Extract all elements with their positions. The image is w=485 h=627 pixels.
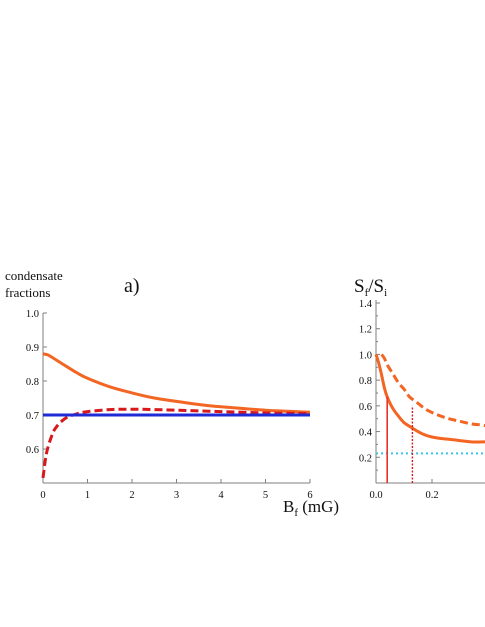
panel-b: Sf/Si 0.0 0.2 0.2 0.4 0.6 0.8 1.0 1.2 1.4	[354, 276, 485, 501]
panel-b-ylabel-main2: S	[374, 276, 385, 297]
panel-a-ylabel-line2: fractions	[5, 285, 50, 300]
panel-b-ylabel: Sf/Si	[354, 276, 387, 299]
panel-a-x-tick-label: 4	[218, 490, 224, 501]
panel-a-xlabel-sub: f	[294, 507, 298, 519]
panel-a-y-tick-label: 0.6	[26, 445, 39, 456]
panel-b-series-0	[374, 353, 485, 444]
panel-a-series	[41, 352, 311, 479]
panel-b-ylabel-sub2: i	[384, 287, 387, 299]
panel-a-xlabel: Bf (mG)	[283, 497, 339, 519]
panel-a-x-tick-label: 5	[263, 490, 268, 501]
panel-a-series-1	[41, 407, 311, 479]
panel-b-y-tick-label: 0.6	[359, 402, 372, 413]
panel-a-x-tick-label: 2	[129, 490, 134, 501]
panel-b-ylabel-sub1: f	[365, 287, 369, 299]
panel-a-label: a)	[124, 275, 140, 297]
panel-a-x-tick-label: 3	[174, 490, 179, 501]
panel-b-series-1	[380, 353, 485, 428]
panel-b-y-tick-label: 0.8	[359, 376, 372, 387]
panel-b-x-tick-label: 0.2	[425, 490, 438, 501]
panel-a-y-tick-label: 0.7	[26, 411, 39, 422]
panel-b-y-tick-label: 0.4	[359, 428, 373, 439]
panel-a-y-tick-label: 0.9	[26, 343, 39, 354]
panel-b-ticks: 0.0 0.2 0.2 0.4 0.6 0.8 1.0 1.2 1.4	[359, 299, 439, 501]
panel-a-xlabel-main: B	[283, 497, 294, 516]
panel-a-x-tick-label: 1	[85, 490, 90, 501]
panel-a: a) condensate fractions 0 1 2 3 4 5 6 0.6 0.7 0.8…	[5, 268, 339, 519]
panel-a-axes	[42, 313, 310, 484]
panel-b-series	[374, 353, 485, 483]
panel-a-y-tick-label: 0.8	[26, 377, 39, 388]
panel-b-x-tick-label: 0.0	[369, 490, 382, 501]
panel-a-ylabel-line1: condensate	[5, 268, 63, 283]
panel-b-y-tick-label: 0.2	[359, 453, 372, 464]
panel-a-x-tick-label: 6	[307, 490, 312, 501]
panel-a-x-tick-label: 0	[40, 490, 45, 501]
panel-b-ylabel-slash: /	[368, 276, 374, 297]
panel-b-axes	[375, 300, 485, 484]
panel-a-ticks: 0 1 2 3 4 5 6 0.6 0.7 0.8 0.9 1.0	[26, 309, 313, 501]
panel-b-y-tick-label: 1.0	[359, 350, 372, 361]
panel-a-xlabel-unit: (mG)	[298, 497, 339, 516]
panel-b-ylabel-main1: S	[354, 276, 365, 297]
panel-a-series-0	[42, 352, 311, 414]
panel-a-y-tick-label: 1.0	[26, 309, 39, 320]
panel-b-y-tick-label: 1.2	[359, 325, 372, 336]
panel-b-y-tick-label: 1.4	[359, 299, 373, 310]
